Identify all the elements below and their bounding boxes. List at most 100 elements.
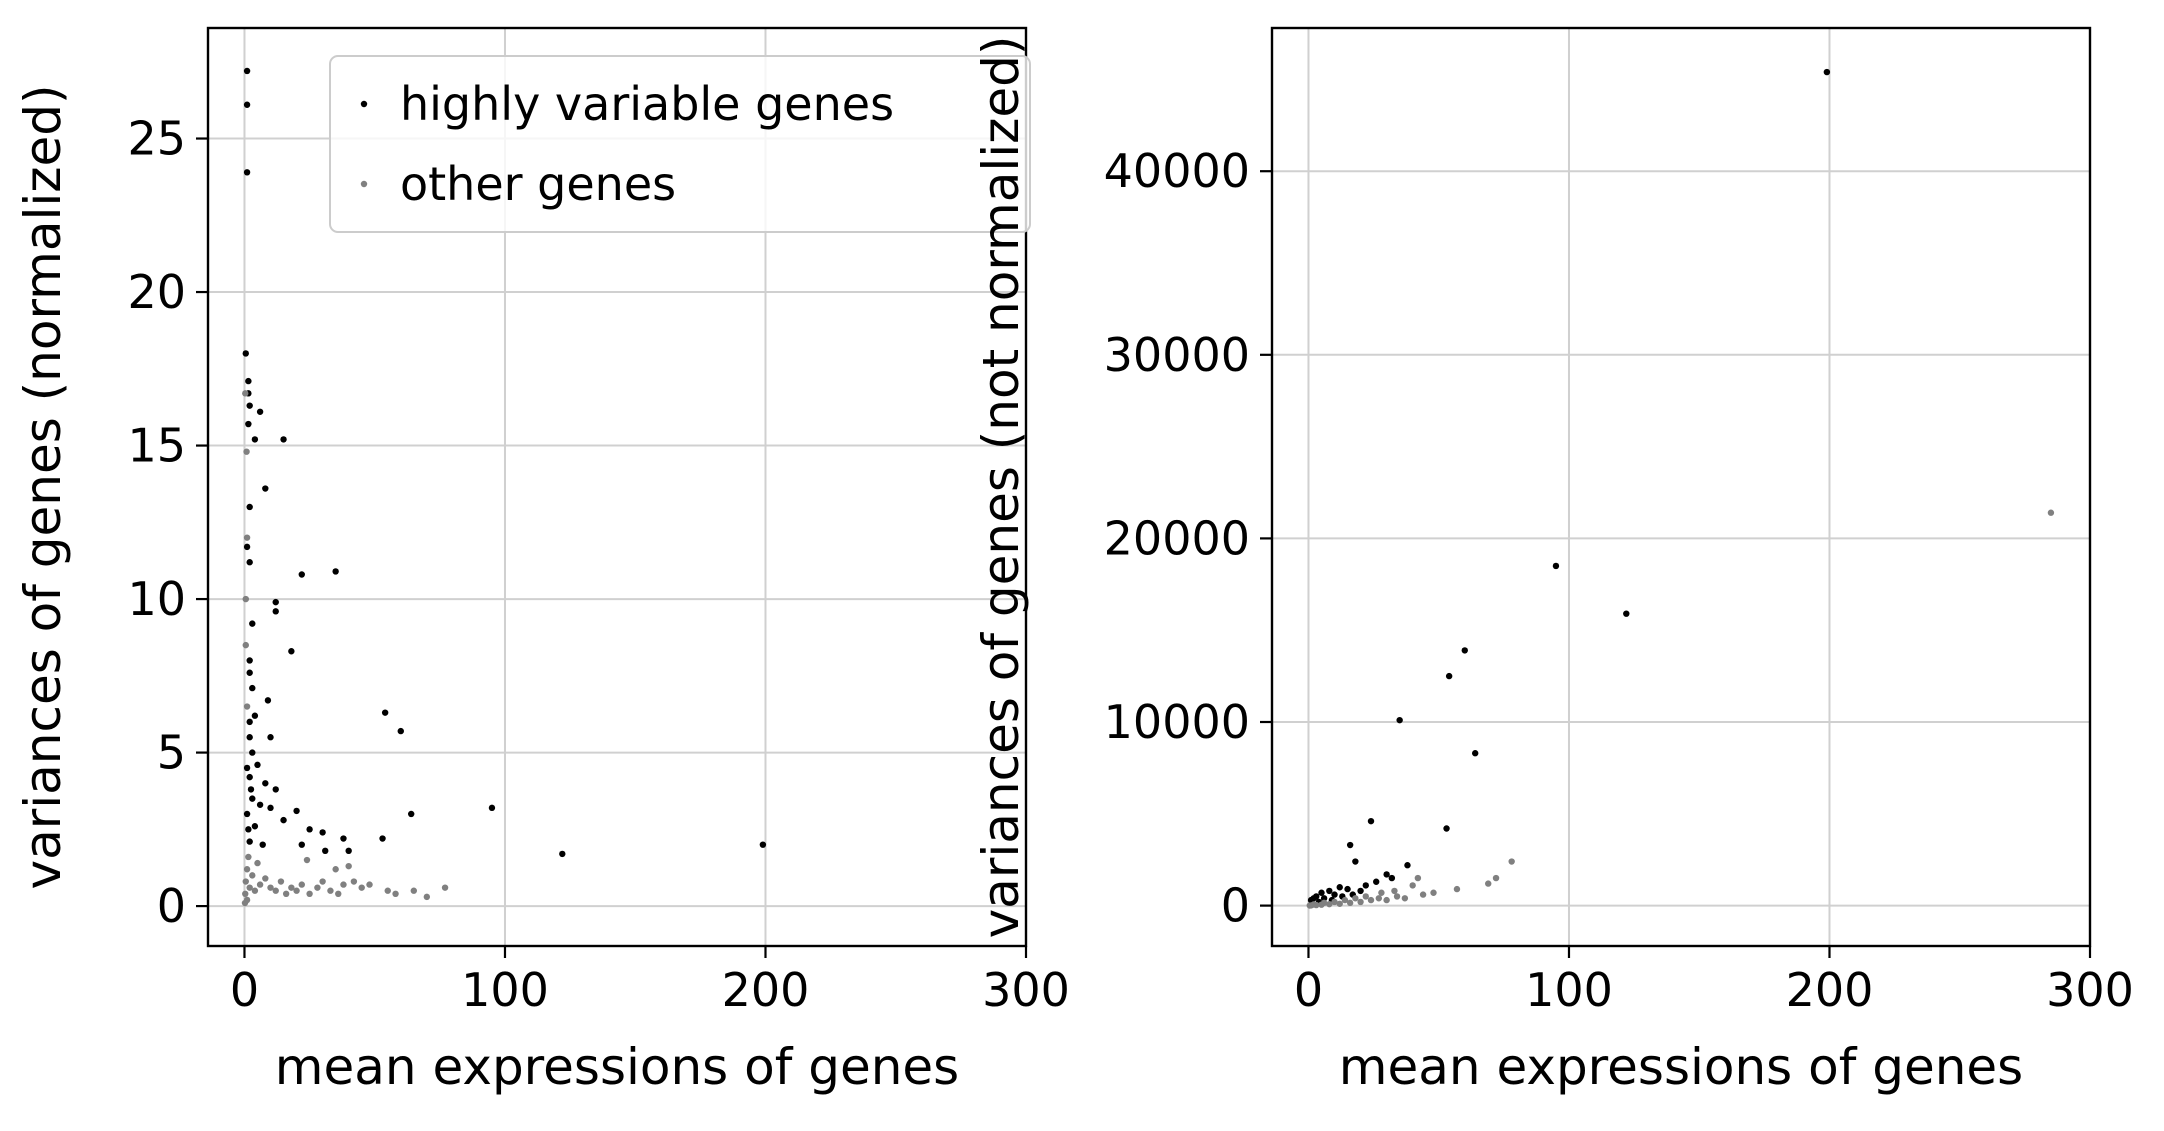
data-point <box>242 390 249 397</box>
data-point <box>759 841 767 848</box>
legend-box <box>329 55 1031 233</box>
data-point <box>245 420 252 428</box>
data-point <box>1461 647 1468 654</box>
data-point <box>264 697 272 704</box>
data-point <box>1346 841 1354 849</box>
data-point <box>332 568 339 575</box>
series-highly-variable-genes <box>242 67 767 858</box>
data-point <box>256 801 264 808</box>
data-point <box>1357 887 1364 895</box>
data-point <box>1326 900 1333 908</box>
data-point <box>366 881 373 888</box>
data-point <box>303 856 311 864</box>
data-point <box>1362 893 1369 900</box>
legend-label: highly variable genes <box>400 77 894 131</box>
data-point <box>2047 509 2055 516</box>
data-point <box>1396 716 1403 724</box>
y-axis-label: variances of genes (not normalized) <box>972 36 1030 939</box>
data-point <box>298 881 305 888</box>
x-tick-label: 300 <box>982 963 1070 1017</box>
data-point <box>397 727 404 735</box>
data-point <box>340 835 347 842</box>
data-point <box>288 648 295 655</box>
right-panel-not-normalized: 0 100 200 300 0 10000 20000 30000 40000 mean expr… <box>972 26 2134 1096</box>
left-panel-normalized: 0 100 200 300 0 5 10 15 20 25 mean expressions of … <box>14 26 1070 1096</box>
data-point <box>246 657 253 664</box>
data-point <box>319 878 326 885</box>
data-point <box>1404 862 1411 869</box>
data-point <box>1375 895 1383 902</box>
data-point <box>1393 893 1401 900</box>
data-point <box>1453 885 1461 893</box>
data-point <box>280 436 287 443</box>
data-point <box>256 881 264 888</box>
y-tick-label: 25 <box>127 112 186 166</box>
data-point <box>322 847 329 855</box>
data-point <box>1383 896 1390 904</box>
data-point <box>1367 817 1375 825</box>
data-point <box>246 669 253 676</box>
data-point <box>251 823 259 830</box>
data-point <box>267 804 274 812</box>
y-tick-label: 30000 <box>1104 328 1250 382</box>
x-tick-label: 200 <box>1786 963 1874 1017</box>
data-point <box>249 684 256 692</box>
data-point <box>1362 882 1369 889</box>
axes-frame <box>1270 26 2092 948</box>
data-point <box>392 890 399 898</box>
data-point <box>1388 874 1396 882</box>
data-point <box>247 786 255 793</box>
y-tick-label: 15 <box>127 419 186 473</box>
data-point <box>246 884 253 891</box>
data-point <box>245 853 252 861</box>
data-point <box>1352 895 1359 902</box>
data-point <box>1357 898 1364 906</box>
data-point <box>242 878 249 885</box>
x-tick-label: 100 <box>461 963 549 1017</box>
data-point <box>245 826 252 833</box>
data-point <box>272 786 279 793</box>
data-point <box>335 890 342 898</box>
data-point <box>1373 878 1380 885</box>
data-point <box>423 893 431 901</box>
data-point <box>559 850 566 858</box>
data-point <box>242 890 249 898</box>
data-point <box>488 804 496 812</box>
data-point <box>407 810 415 818</box>
x-tick-label: 100 <box>1525 963 1613 1017</box>
data-point <box>1346 899 1354 907</box>
data-point <box>262 485 269 492</box>
data-point <box>249 872 256 879</box>
data-point <box>262 875 269 882</box>
data-point <box>1471 750 1479 757</box>
data-point <box>277 878 285 885</box>
data-point <box>1508 858 1515 865</box>
y-axis-label: variances of genes (normalized) <box>14 84 72 889</box>
data-point <box>1401 895 1409 902</box>
data-point <box>243 543 251 551</box>
data-point <box>381 709 389 716</box>
data-point <box>1344 885 1351 893</box>
data-point <box>242 595 249 603</box>
series-other-genes <box>241 390 449 907</box>
data-point <box>1378 889 1385 896</box>
data-point <box>1391 887 1398 895</box>
data-point <box>243 764 251 772</box>
x-tick-label: 200 <box>722 963 810 1017</box>
y-tick-label: 10000 <box>1104 695 1250 749</box>
series-highly-variable-genes <box>1307 68 1831 906</box>
data-point <box>246 838 253 845</box>
data-point <box>306 890 313 898</box>
data-point <box>242 350 249 357</box>
data-point <box>267 884 274 891</box>
data-point <box>242 641 249 649</box>
data-point <box>282 890 290 898</box>
data-point <box>1623 610 1630 617</box>
data-point <box>251 436 259 443</box>
data-point <box>1485 880 1492 887</box>
data-point <box>243 67 251 75</box>
x-tick-label: 0 <box>1294 963 1323 1017</box>
data-point <box>272 608 279 615</box>
data-point <box>345 862 352 870</box>
